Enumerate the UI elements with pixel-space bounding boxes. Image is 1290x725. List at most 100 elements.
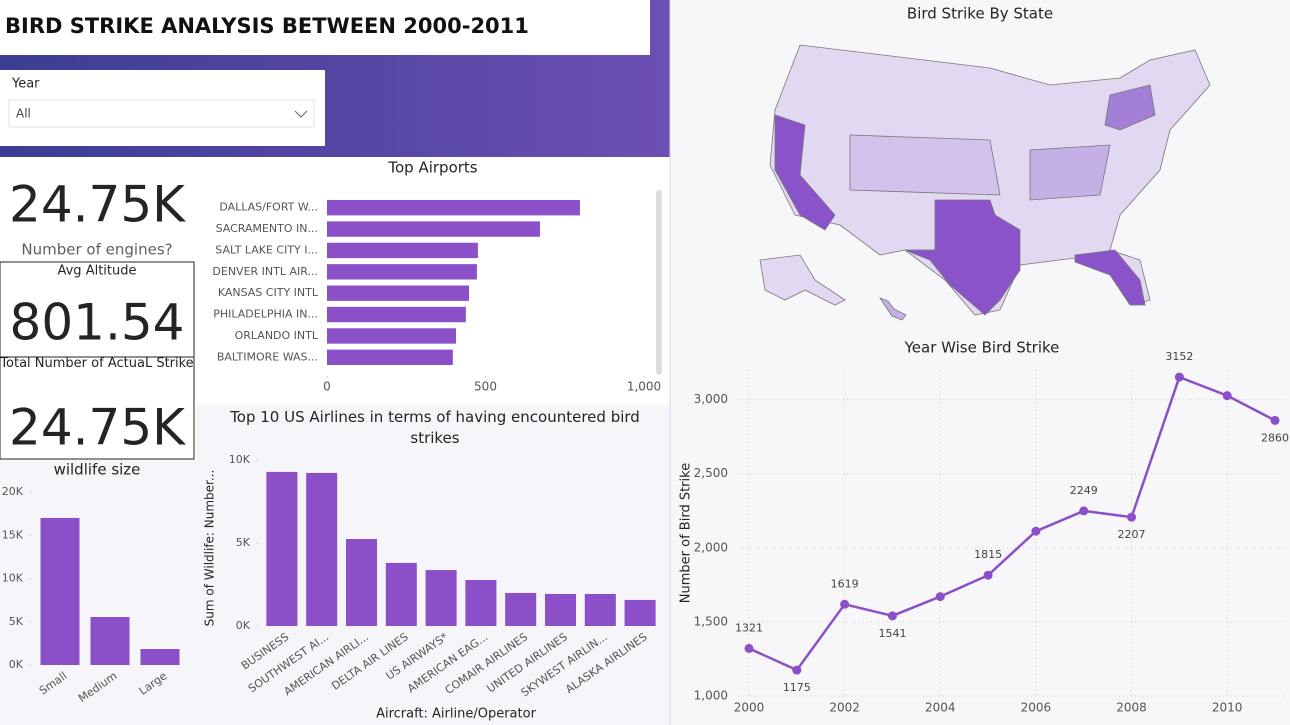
y-tick-label: BALTIMORE WAS... xyxy=(217,350,318,363)
y-tick-label: DALLAS/FORT W... xyxy=(219,201,318,214)
map-title: Bird Strike By State xyxy=(907,5,1053,23)
y-axis-title: Sum of Wildlife: Number... xyxy=(203,470,217,627)
x-axis-title: Aircraft: Airline/Operator xyxy=(376,707,537,722)
map-state xyxy=(759,254,846,306)
map-region xyxy=(849,134,1001,196)
map-state xyxy=(878,297,907,321)
line xyxy=(748,375,1276,672)
chart-title: wildlife size xyxy=(54,461,141,479)
bar xyxy=(624,599,656,626)
point xyxy=(1270,415,1280,425)
y-axis-title: Number of Bird Strike xyxy=(679,463,694,603)
data-label: 2249 xyxy=(1070,484,1098,497)
card-label: Number of engines? xyxy=(21,241,172,259)
point xyxy=(744,643,754,653)
data-label: 2860 xyxy=(1261,431,1289,444)
point xyxy=(1079,506,1089,516)
bar xyxy=(140,648,180,665)
y-tick-label: DENVER INTL AIR... xyxy=(212,265,318,278)
bar xyxy=(327,306,466,323)
card-value: 24.75K xyxy=(9,399,186,457)
card-border xyxy=(0,356,195,460)
x-tick-label: 2010 xyxy=(1212,701,1243,715)
point xyxy=(1222,391,1232,401)
title-box xyxy=(0,0,650,55)
bar xyxy=(327,285,470,301)
data-label: 1175 xyxy=(783,681,811,694)
bar xyxy=(327,349,453,366)
y-tick-label: 0K xyxy=(236,619,251,632)
card-label: Avg Altitude xyxy=(57,264,136,279)
y-tick-label: 1,000 xyxy=(694,689,728,703)
data-label: 1541 xyxy=(878,627,906,640)
data-label: 3152 xyxy=(1165,350,1193,363)
x-tick-label: 2004 xyxy=(925,701,956,715)
y-tick-label: 3,000 xyxy=(694,392,728,406)
point xyxy=(1174,372,1184,382)
bar xyxy=(327,328,457,344)
slicer-dropdown[interactable] xyxy=(8,99,315,128)
card-value: 801.54 xyxy=(10,294,185,352)
point xyxy=(1127,512,1137,522)
data-label: 1619 xyxy=(831,577,859,590)
bar xyxy=(425,570,457,626)
card-value: 24.75K xyxy=(9,176,186,234)
map-state xyxy=(774,114,836,231)
bar xyxy=(584,593,616,626)
map-state xyxy=(904,199,1021,316)
us-map xyxy=(759,44,1211,321)
y-tick-label: 2,500 xyxy=(694,466,728,480)
scrollbar[interactable] xyxy=(656,190,662,375)
x-tick-label: 0 xyxy=(323,380,331,394)
point xyxy=(792,665,802,675)
y-tick-label: 20K xyxy=(2,485,24,498)
map-region xyxy=(1029,144,1111,201)
bar xyxy=(345,539,378,626)
page-title: BIRD STRIKE ANALYSIS BETWEEN 2000-2011 xyxy=(5,14,529,38)
chart-title: Year Wise Bird Strike xyxy=(904,339,1060,357)
bar xyxy=(385,562,417,626)
x-tick-label: 1,000 xyxy=(627,380,661,394)
x-tick-label: 2006 xyxy=(1021,701,1052,715)
x-tick-label: 500 xyxy=(474,380,497,394)
map-state xyxy=(1074,249,1146,306)
y-tick-label: 10K xyxy=(2,572,24,585)
bar xyxy=(505,592,537,626)
chart-title: Top 10 US Airlines in terms of having en… xyxy=(230,408,640,447)
y-tick-label: KANSAS CITY INTL xyxy=(218,286,319,299)
bar xyxy=(90,616,130,665)
bar xyxy=(544,593,577,626)
bar xyxy=(40,517,80,665)
y-tick-label: 15K xyxy=(2,528,24,541)
bar xyxy=(306,472,338,626)
x-tick-label: 2000 xyxy=(734,701,765,715)
slicer-label: Year xyxy=(11,77,40,92)
slicer-value: All xyxy=(16,107,31,121)
y-tick-label: 10K xyxy=(229,453,251,466)
x-tick-label: 2002 xyxy=(829,701,860,715)
y-tick-label: PHILADELPHIA IN... xyxy=(213,308,318,321)
point xyxy=(840,599,850,609)
chart-title: Top Airports xyxy=(387,159,477,177)
point xyxy=(983,570,993,580)
bar xyxy=(327,264,477,280)
y-tick-label: 1,500 xyxy=(694,614,728,628)
y-tick-label: SACRAMENTO IN... xyxy=(216,222,318,235)
point xyxy=(935,592,945,602)
card-label: Total Number of ActuaL Strike xyxy=(0,356,194,371)
bar xyxy=(327,242,478,259)
point xyxy=(1031,526,1041,536)
wildlife-panel xyxy=(0,460,197,725)
map-state xyxy=(1104,84,1156,131)
dropdown-chevron xyxy=(294,110,308,118)
y-tick-label: 2,000 xyxy=(694,540,728,554)
y-tick-label: 0K xyxy=(9,658,24,671)
data-label: 1321 xyxy=(735,621,763,634)
y-tick-label: 5K xyxy=(236,536,251,549)
bar xyxy=(465,580,497,626)
bar xyxy=(266,471,298,626)
x-tick-label: 2008 xyxy=(1116,701,1147,715)
y-tick-label: SALT LAKE CITY I... xyxy=(215,243,318,256)
